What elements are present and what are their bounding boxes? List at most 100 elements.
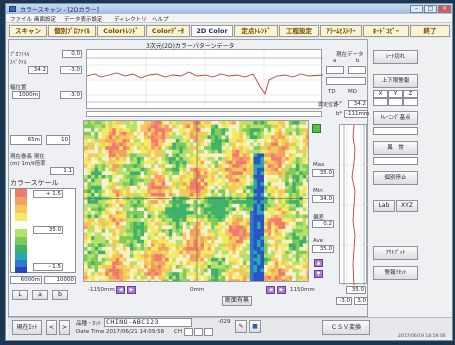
sheet-break-button[interactable]: ｼｰﾄ切れ (373, 50, 418, 64)
heatmap-cell (246, 218, 251, 223)
alarm-reset-button[interactable]: 警報ﾘｾｯﾄ (373, 266, 418, 280)
heatmap-cell (94, 124, 99, 129)
heatmap-cell (295, 139, 300, 143)
current-lot-button[interactable]: 現在ﾛｯﾄ (12, 320, 42, 335)
heatmap-cell (267, 268, 272, 273)
lab-a-button[interactable]: a (32, 290, 48, 300)
heatmap-cell (133, 225, 138, 230)
menu-help[interactable]: ヘルプ (152, 17, 169, 23)
heatmap-cell (172, 139, 177, 143)
stats-down-button[interactable]: ▼ (314, 270, 323, 278)
menu-screen-settings[interactable]: 画面設定 (34, 17, 57, 23)
maximize-button[interactable]: □ (424, 5, 437, 13)
csv-convert-button[interactable]: ＣＳＶ変換 (322, 320, 370, 335)
heatmap-cell (182, 135, 187, 140)
heatmap-cell (112, 221, 117, 226)
zoom-in-green-icon[interactable] (312, 124, 321, 133)
tab-profile[interactable]: 個別ﾌﾟﾛﾌｧｲﾙ (48, 25, 96, 37)
heatmap-cell (239, 146, 244, 151)
prev-lot-button[interactable]: < (46, 320, 57, 335)
scale-mid-value[interactable]: 35.0 (33, 226, 63, 234)
heatmap-cell (225, 207, 230, 212)
heatmap-cell (172, 221, 177, 226)
scale-top-value[interactable]: + 1.5 (33, 190, 63, 198)
heatmap-cell (214, 121, 219, 125)
heatmap-cell (288, 185, 293, 190)
heatmap-cell (189, 153, 194, 158)
output-button[interactable]: ｱｳﾄﾌﾟｯﾄ (373, 246, 418, 260)
heatmap-cell (218, 185, 222, 190)
lab-l-button[interactable]: L (12, 290, 28, 300)
heatmap-cell (288, 203, 293, 208)
heatmap-cell (242, 124, 247, 129)
heatmap-cell (218, 261, 222, 266)
scroll-right-button[interactable]: ▶ (127, 286, 136, 294)
profile-scrollbar[interactable] (86, 111, 322, 117)
menu-directory[interactable]: ディレクトリ (114, 17, 147, 23)
scale-low-value[interactable]: - 1.5 (33, 263, 63, 271)
scale-range-low: 6000m (10, 276, 42, 284)
heatmap-cell (98, 167, 102, 172)
tab-process-settings[interactable]: 工程設定 (279, 25, 319, 37)
heatmap-cell (151, 236, 155, 241)
tab-color-data[interactable]: Colorﾃﾞｰﾀ (146, 25, 190, 37)
menu-file[interactable]: ファイル (10, 17, 33, 23)
heatmap-cell (129, 128, 134, 133)
heatmap-cell (218, 225, 222, 230)
tab-hard-copy[interactable]: ﾎｰﾄﾞｺﾋﾟｰ (363, 25, 409, 37)
heatmap-cell (214, 164, 219, 169)
heatmap-cell (218, 279, 222, 281)
minimize-button[interactable]: – (410, 5, 423, 13)
heatmap-cell (228, 207, 233, 212)
upper-lower-alarm-button[interactable]: 上下限警報 (373, 74, 418, 88)
next-lot-button[interactable]: > (59, 320, 70, 335)
heatmap-cell (292, 221, 297, 226)
section-toggle-button[interactable]: 断面有無 (222, 296, 252, 306)
heatmap-cell (165, 175, 170, 179)
heatmap-cell (278, 279, 282, 281)
lab-value-1: 1.1 (50, 167, 74, 175)
tab-2d-color[interactable]: 2D Color (191, 25, 233, 37)
heatmap-cell (112, 171, 117, 176)
scroll-right-button-2[interactable]: ▶ (277, 286, 286, 294)
heatmap-cell (306, 193, 308, 197)
xyz-mode-button[interactable]: XYZ (396, 200, 418, 212)
heatmap-cell (129, 218, 134, 223)
individual-stop-button[interactable]: 個別停止 (373, 171, 418, 185)
heatmap-cell (98, 211, 102, 215)
scroll-left-button-2[interactable]: ◀ (266, 286, 275, 294)
heatmap-cell (281, 207, 286, 212)
heatmap-cell (264, 218, 268, 223)
heatmap-cell (292, 131, 297, 136)
heatmap-cell (108, 185, 113, 190)
heatmap-cell (271, 121, 275, 125)
tab-exit[interactable]: 終了 (410, 25, 450, 37)
heatmap-cell (175, 200, 180, 205)
training-base-button[interactable]: ﾄﾚｰﾆﾝｸﾞ基点 (373, 111, 418, 125)
close-button[interactable]: × (438, 5, 451, 13)
tab-alarm-history[interactable]: ｱﾗｰﾑﾋｽﾄﾘｰ (320, 25, 362, 37)
heatmap-cell (108, 149, 113, 154)
tab-fixed-trend[interactable]: 定点ﾄﾚﾝﾄﾞ (234, 25, 278, 37)
heatmap-cell (271, 265, 275, 269)
heatmap-cell (200, 131, 205, 136)
tab-color-trend[interactable]: Colorﾄﾚﾝﾄﾞ (97, 25, 145, 37)
menu-data-display[interactable]: データ表示設定 (64, 17, 103, 23)
abnormal-button[interactable]: 異 常 (373, 141, 418, 155)
heatmap-cell (204, 225, 208, 230)
save-icon[interactable]: ■ (249, 320, 261, 333)
stats-up-button[interactable]: ▲ (314, 259, 323, 267)
lab-b-button[interactable]: b (52, 290, 68, 300)
heatmap-cell (158, 164, 162, 169)
heatmap-cell (136, 261, 141, 266)
lab-mode-button[interactable]: Lab (373, 200, 395, 212)
tab-scan[interactable]: スキャン (9, 25, 47, 37)
heatmap-cell (179, 225, 184, 230)
heatmap-cell (87, 175, 92, 179)
heatmap-cell (196, 189, 201, 194)
heatmap-cell (253, 247, 258, 251)
heatmap-cell (264, 261, 268, 266)
edit-icon[interactable]: ✎ (235, 320, 247, 333)
heatmap-cell (278, 124, 282, 129)
scroll-left-button[interactable]: ◀ (116, 286, 125, 294)
